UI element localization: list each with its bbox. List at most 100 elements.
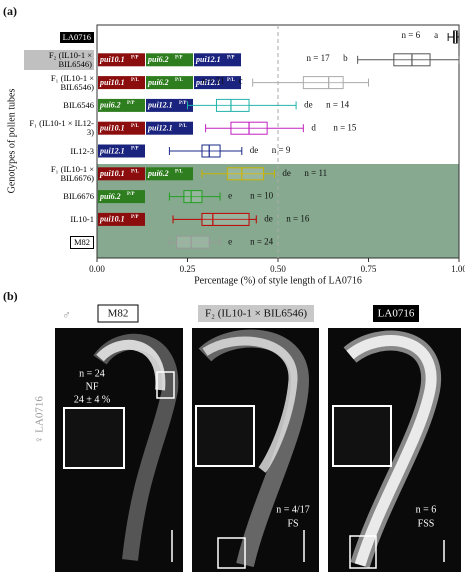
genotype-tag (146, 98, 193, 112)
genotype-allele: P/L (179, 124, 187, 129)
genotype-locus: pui10.1 (99, 215, 125, 224)
box (176, 235, 210, 249)
category-label: IL10-1 (24, 208, 94, 230)
inset (332, 405, 392, 467)
genotype-locus: pui6.2 (99, 192, 121, 201)
box (183, 190, 203, 204)
group-letter: e (228, 191, 232, 201)
n-label: n = 6 (402, 30, 421, 40)
category-label-box: LA0716 (59, 31, 94, 43)
genotype-tag (98, 98, 145, 112)
n-label: n = 11 (304, 168, 327, 178)
group-letter: b (343, 53, 348, 63)
x-tick-label: 1.00 (451, 264, 465, 274)
genotype-tag (98, 53, 145, 67)
n-label: n = 15 (333, 122, 357, 132)
genotype-tag (98, 121, 145, 135)
category-label: F₁ (IL10-1 × IL12-3) (24, 117, 94, 139)
genotype-locus: pui10.1 (99, 124, 125, 133)
male-symbol: ♂ (62, 308, 71, 322)
n-label: n = 14 (326, 99, 350, 109)
category-label: IL12-3 (24, 140, 94, 162)
category-label-box: IL12-3 (24, 140, 94, 162)
category-text: IL12-3 (70, 145, 94, 156)
genotype-allele: P/P (131, 147, 139, 152)
genotype-allele: P/L (227, 78, 235, 83)
panel-title-box (97, 304, 139, 323)
n-label: n = 9 (272, 145, 291, 155)
inset (63, 407, 125, 469)
genotype-locus: pui10.1 (99, 169, 125, 178)
x-tick-label: 0.75 (361, 264, 377, 274)
genotype-tag (146, 53, 193, 67)
genotype-tag (194, 53, 241, 67)
category-text: BIL6546 (63, 99, 94, 110)
x-tick-label: 0.25 (180, 264, 196, 274)
annotation: NF (86, 381, 99, 392)
inset (195, 405, 255, 467)
box (201, 212, 250, 226)
genotype-tag (194, 76, 241, 90)
category-label: M82 (24, 231, 94, 253)
x-tick-label: 0.00 (89, 264, 105, 274)
y-axis-label: Genotypes of pollen tubes (6, 89, 17, 194)
box (226, 167, 265, 181)
panel-label: (b) (3, 289, 18, 303)
panel-title-box (198, 305, 314, 322)
category-text: F₂ (IL10-1 × BIL6546) (24, 49, 94, 70)
n-label: n = 16 (286, 213, 310, 223)
annotation: FS (287, 518, 298, 529)
group-letter: de (250, 145, 258, 155)
category-label-box: BIL6546 (24, 94, 94, 116)
genotype-allele: P/L (131, 169, 139, 174)
genotype-locus: pui10.1 (99, 55, 125, 64)
genotype-tag (98, 190, 145, 204)
category-label-box: IL10-1 (24, 208, 94, 230)
genotype-tag (98, 167, 145, 181)
genotype-tag (98, 144, 145, 158)
category-label-box: F₁ (IL10-1 × BIL6546) (50, 72, 94, 92)
genotype-allele: P/P (127, 101, 135, 106)
category-label: F₁ (IL10-1 × BIL6676) (24, 163, 94, 185)
genotype-locus: pui6.2 (99, 101, 121, 110)
genotype-locus: pui6.2 (147, 169, 169, 178)
category-label-box: BIL6676 (24, 186, 94, 208)
group-letter: a (434, 30, 438, 40)
panel-title-box (373, 305, 419, 322)
genotype-allele: P/P (131, 55, 139, 60)
category-text: LA0716 (59, 31, 94, 43)
group-letter: de (304, 99, 313, 109)
inset-marker (217, 537, 246, 569)
genotype-tag (146, 167, 193, 181)
category-label: BIL6546 (24, 94, 94, 116)
genotype-tag (146, 121, 193, 135)
panel-label: (a) (3, 4, 17, 18)
x-tick-label: 0.50 (270, 264, 286, 274)
n-label: n = 10 (250, 191, 274, 201)
group-letter: d (311, 122, 316, 132)
genotype-allele: P/P (179, 101, 187, 106)
box (215, 98, 250, 112)
panel-title: M82 (108, 308, 129, 320)
genotype-locus: pui12.1 (195, 55, 221, 64)
genotype-allele: P/L (131, 78, 139, 83)
category-label: BIL6676 (24, 186, 94, 208)
category-label-box: F₁ (IL10-1 × BIL6676) (24, 163, 94, 185)
annotation: FSS (418, 518, 435, 529)
pollen-tubes (202, 336, 298, 473)
genotype-tag (146, 76, 193, 90)
inset-marker (349, 535, 377, 569)
category-text: F₁ (IL10-1 × BIL6546) (50, 72, 94, 92)
group-letter: c (239, 76, 243, 86)
female-label: ♀ LA0716 (34, 396, 46, 444)
category-text: M82 (69, 235, 94, 249)
group-letter: e (228, 236, 232, 246)
genotype-locus: pui6.2 (147, 78, 169, 87)
category-text: F₁ (IL10-1 × IL12-3) (29, 118, 94, 138)
genotype-allele: P/L (175, 169, 183, 174)
panel-title: LA0716 (378, 308, 415, 320)
genotype-tag (98, 76, 145, 90)
category-label: F₂ (IL10-1 × BIL6546) (24, 49, 94, 71)
